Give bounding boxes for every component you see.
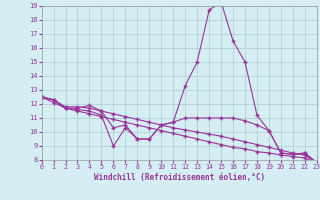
X-axis label: Windchill (Refroidissement éolien,°C): Windchill (Refroidissement éolien,°C) bbox=[94, 173, 265, 182]
